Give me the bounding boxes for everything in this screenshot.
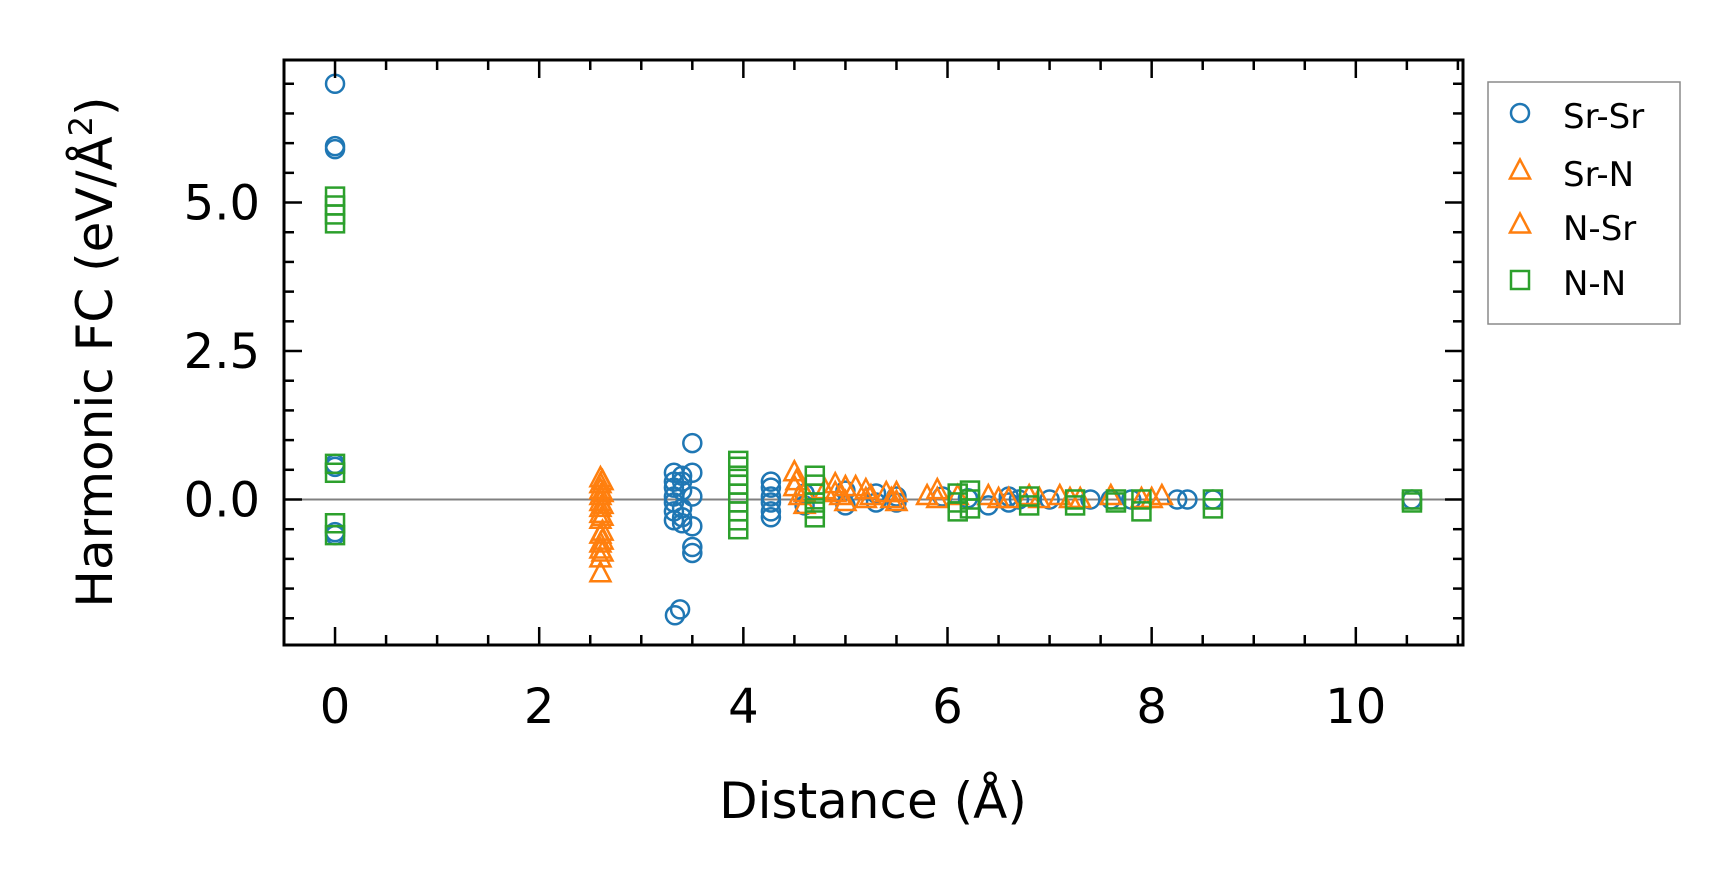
data-point [588, 559, 613, 583]
data-point [760, 477, 782, 498]
data-point [1149, 482, 1174, 506]
legend-label-sr-n: Sr-N [1563, 155, 1634, 195]
y-tick-label: 0.0 [184, 472, 260, 528]
data-point [760, 501, 782, 522]
data-point [590, 538, 615, 562]
y-tick-label: 2.5 [184, 324, 260, 380]
data-points-layer [324, 73, 1423, 626]
plot-frame [282, 58, 1465, 647]
data-point [664, 605, 686, 626]
data-point [1017, 482, 1042, 506]
legend-marker-sr-sr [1509, 102, 1531, 124]
data-point [671, 512, 693, 534]
legend-label-sr-sr: Sr-Sr [1563, 97, 1644, 137]
data-point [671, 507, 693, 528]
legend-markers [1507, 102, 1533, 291]
y-axis-label: Harmonic FC (eV/Å2) [62, 96, 124, 607]
data-point [925, 476, 950, 500]
data-point [782, 458, 807, 482]
data-point [671, 498, 693, 519]
data-point [760, 492, 782, 513]
data-point [324, 138, 346, 160]
data-point [760, 507, 782, 528]
x-tick-label: 8 [1136, 679, 1167, 735]
data-point [986, 485, 1011, 509]
x-tick-label: 6 [932, 679, 963, 735]
data-point [879, 485, 904, 509]
data-point [1018, 495, 1040, 516]
data-point [682, 542, 703, 564]
data-point [590, 503, 615, 527]
data-point [760, 486, 782, 507]
data-point [324, 512, 346, 534]
x-tick-label: 0 [320, 679, 351, 735]
data-point [853, 485, 878, 509]
data-point [671, 465, 693, 486]
data-point [324, 524, 346, 546]
data-point [858, 482, 884, 506]
y-axis-label-superscript: 2 [62, 116, 100, 136]
legend: Sr-Sr Sr-N N-Sr N-N [1487, 81, 1681, 325]
x-tick-label: 4 [728, 679, 759, 735]
data-point [1131, 501, 1152, 522]
data-point [1080, 489, 1101, 510]
data-point [324, 462, 346, 484]
data-point [669, 599, 691, 620]
ticks-layer [282, 60, 1463, 645]
data-point [1177, 489, 1198, 510]
legend-marker-n-n [1509, 269, 1531, 291]
data-point [1401, 492, 1423, 513]
data-point [1131, 489, 1152, 510]
legend-label-n-sr: N-Sr [1563, 209, 1636, 249]
x-tick-label: 2 [524, 679, 555, 735]
data-point [590, 479, 615, 503]
x-tick-label: 10 [1325, 679, 1386, 735]
legend-label-n-n: N-N [1563, 264, 1626, 304]
y-axis-label-close: ) [66, 96, 124, 116]
data-point [1105, 492, 1127, 513]
data-point [671, 471, 693, 492]
data-point [1047, 482, 1072, 506]
data-point [1064, 495, 1086, 516]
data-point [787, 482, 812, 506]
data-point [1039, 489, 1060, 510]
legend-marker-n-sr [1507, 210, 1533, 234]
data-point [915, 482, 940, 506]
data-point [760, 471, 782, 492]
data-point [843, 473, 868, 497]
tick-labels-layer: 0 2 4 6 8 10 0.0 2.5 5.0 [184, 176, 1387, 735]
data-point [947, 501, 968, 522]
data-point [590, 467, 615, 491]
data-point [804, 507, 826, 528]
data-point [324, 213, 346, 234]
legend-marker-sr-n [1507, 156, 1533, 180]
data-point [1202, 498, 1224, 519]
data-point [590, 526, 615, 550]
data-point [976, 482, 1001, 506]
data-point [590, 491, 615, 515]
data-point [682, 432, 703, 454]
x-axis-label: Distance (Å) [719, 772, 1027, 830]
data-point [874, 479, 899, 503]
y-tick-label: 5.0 [184, 176, 260, 232]
data-point [682, 536, 703, 558]
data-point [833, 488, 858, 512]
data-point [727, 518, 749, 540]
y-axis-label-main: Harmonic FC (eV/Å [66, 136, 124, 607]
data-point [959, 498, 981, 519]
series-n-n [324, 186, 1423, 546]
